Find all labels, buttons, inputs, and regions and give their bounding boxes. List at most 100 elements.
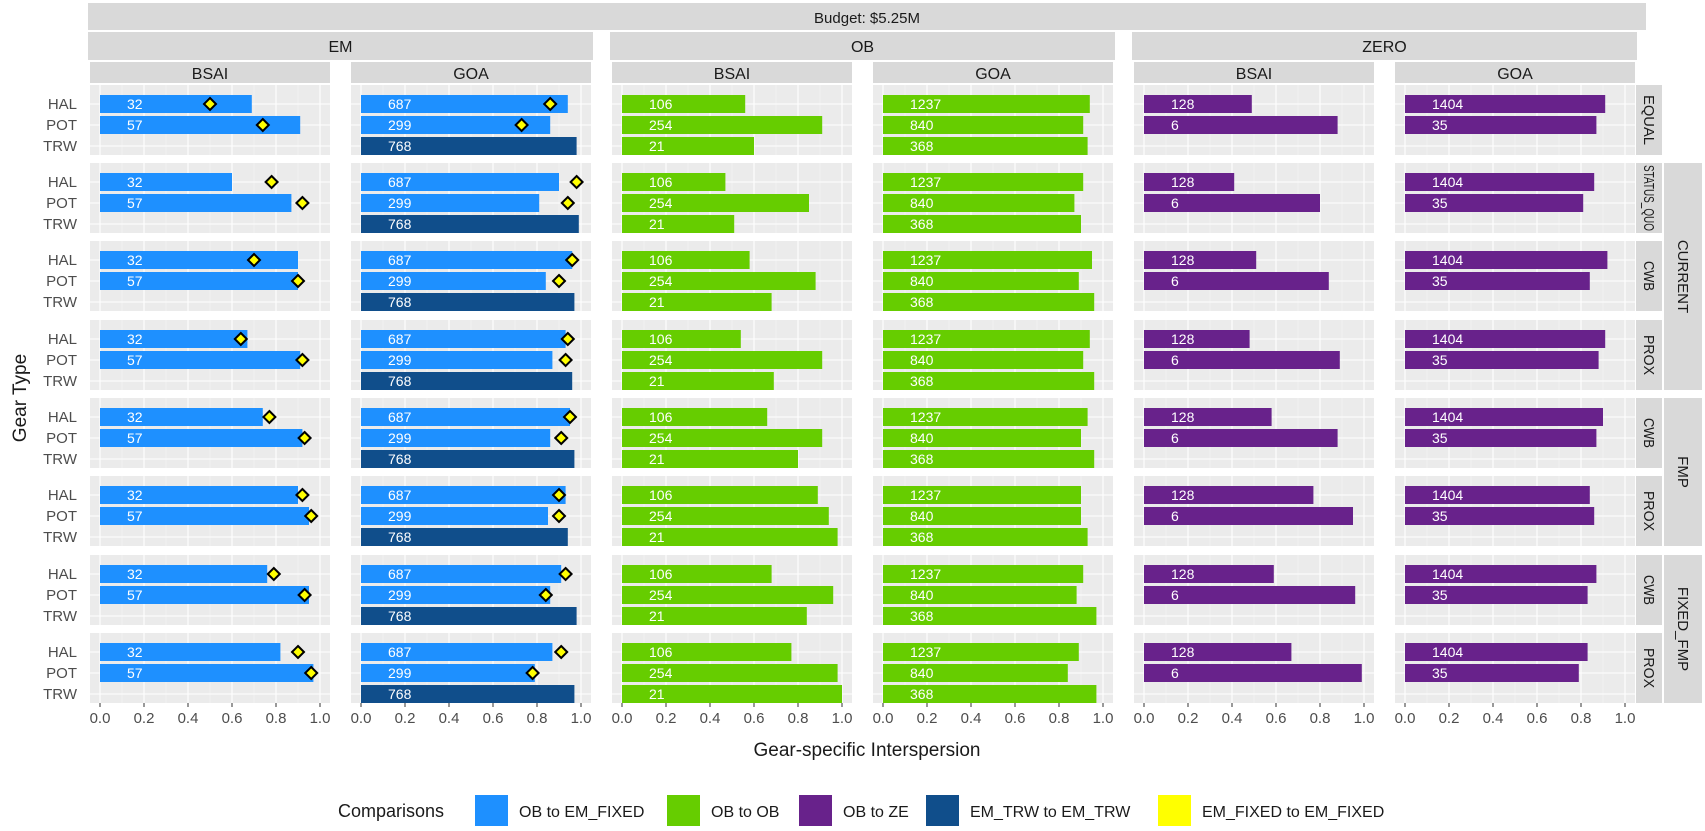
bar-label: 368 <box>910 529 934 545</box>
bar <box>361 607 577 625</box>
bar <box>361 330 566 348</box>
diamond-marker <box>261 409 277 425</box>
x-tick-label: 0.4 <box>178 710 199 727</box>
bar-label: 299 <box>388 508 412 524</box>
bar <box>622 173 726 191</box>
diamond-marker <box>246 252 262 268</box>
x-tick-label: 1.0 <box>571 710 592 727</box>
bar <box>1144 586 1356 604</box>
diamond-marker <box>294 195 310 211</box>
legend-label: OB to EM_FIXED <box>519 804 644 821</box>
x-tick-label: 0.8 <box>1049 710 1070 727</box>
legend-label: EM_TRW to EM_TRW <box>970 804 1131 821</box>
bar <box>1144 173 1235 191</box>
x-tick-label: 0.6 <box>222 710 243 727</box>
y-tick-label: TRW <box>43 294 78 311</box>
title-strip <box>88 3 1646 30</box>
bar <box>1144 251 1257 269</box>
bar-label: 21 <box>649 294 665 310</box>
bar-label: 840 <box>910 195 934 211</box>
row-strip <box>1636 85 1662 155</box>
bar <box>622 408 768 426</box>
bar-label: 6 <box>1171 508 1179 524</box>
x-tick-label: 0.2 <box>395 710 416 727</box>
bar <box>1405 272 1590 290</box>
diamond-marker <box>303 665 319 681</box>
bar-label: 35 <box>1432 587 1448 603</box>
bar <box>883 685 1097 703</box>
bar <box>622 586 834 604</box>
x-tick-label: 0.4 <box>961 710 982 727</box>
diamond-marker <box>294 487 310 503</box>
bar-label: 1237 <box>910 331 941 347</box>
bar <box>1405 251 1608 269</box>
bar-label: 768 <box>388 138 412 154</box>
bar <box>1144 486 1314 504</box>
column-group-strip <box>1132 32 1637 60</box>
region-strip <box>90 62 330 83</box>
bar-label: 687 <box>388 487 412 503</box>
bar-label: 128 <box>1171 252 1195 268</box>
bar-label: 299 <box>388 273 412 289</box>
row-strip <box>1636 398 1662 468</box>
bar <box>100 272 298 290</box>
bar <box>622 330 741 348</box>
bar <box>1405 586 1588 604</box>
y-tick-label: HAL <box>48 644 77 661</box>
bar-label: 32 <box>127 174 143 190</box>
bar-label: 57 <box>127 587 143 603</box>
bar <box>361 685 575 703</box>
legend-swatch <box>1158 795 1191 828</box>
bar-label: 687 <box>388 644 412 660</box>
bar-label: 768 <box>388 686 412 702</box>
region-label: GOA <box>975 66 1011 83</box>
bar-label: 57 <box>127 273 143 289</box>
bar-label: 6 <box>1171 665 1179 681</box>
row-strip <box>1636 163 1662 233</box>
bar-label: 1404 <box>1432 644 1463 660</box>
bar <box>622 429 823 447</box>
bar-label: 57 <box>127 508 143 524</box>
y-tick-label: HAL <box>48 409 77 426</box>
x-tick-label: 1.0 <box>1354 710 1375 727</box>
x-tick-label: 0.2 <box>1439 710 1460 727</box>
bar-label: 840 <box>910 352 934 368</box>
bar <box>883 251 1092 269</box>
row-label: CWB <box>1640 261 1657 291</box>
diamond-marker <box>297 587 313 603</box>
bar-label: 106 <box>649 96 673 112</box>
bar-label: 57 <box>127 195 143 211</box>
bar <box>622 251 750 269</box>
bar <box>883 372 1095 390</box>
bar-label: 1404 <box>1432 409 1463 425</box>
bar <box>1405 565 1597 583</box>
bar-label: 35 <box>1432 117 1448 133</box>
row-strip <box>1636 241 1662 311</box>
bar-label: 254 <box>649 587 673 603</box>
bar <box>622 116 823 134</box>
bar <box>1405 95 1606 113</box>
row-group-label: FIXED_FMP <box>1674 587 1691 671</box>
legend-label: EM_FIXED to EM_FIXED <box>1202 804 1384 821</box>
y-tick-label: HAL <box>48 331 77 348</box>
bar-label: 35 <box>1432 430 1448 446</box>
column-group-label: OB <box>851 39 874 56</box>
bar <box>883 408 1088 426</box>
bar <box>361 173 559 191</box>
bar-label: 1237 <box>910 409 941 425</box>
bar <box>883 486 1081 504</box>
bar-label: 254 <box>649 273 673 289</box>
bar-label: 768 <box>388 529 412 545</box>
bar-label: 32 <box>127 331 143 347</box>
bar-label: 1404 <box>1432 174 1463 190</box>
bar-label: 106 <box>649 566 673 582</box>
y-tick-label: TRW <box>43 686 78 703</box>
x-tick-label: 1.0 <box>832 710 853 727</box>
bar <box>361 450 575 468</box>
diamond-marker <box>264 174 280 190</box>
bar <box>100 173 232 191</box>
bar <box>883 330 1090 348</box>
bar <box>1144 351 1340 369</box>
legend-label: OB to OB <box>711 804 779 821</box>
